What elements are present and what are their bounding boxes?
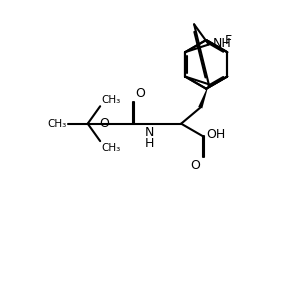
Text: O: O bbox=[99, 117, 109, 130]
Text: OH: OH bbox=[206, 128, 225, 141]
Text: O: O bbox=[190, 159, 200, 172]
Text: CH₃: CH₃ bbox=[102, 95, 121, 105]
Text: CH₃: CH₃ bbox=[102, 142, 121, 152]
Text: NH: NH bbox=[213, 36, 232, 50]
Polygon shape bbox=[198, 84, 209, 108]
Text: N
H: N H bbox=[145, 126, 155, 150]
Text: F: F bbox=[225, 34, 232, 47]
Text: CH₃: CH₃ bbox=[47, 119, 66, 129]
Text: O: O bbox=[135, 87, 145, 100]
